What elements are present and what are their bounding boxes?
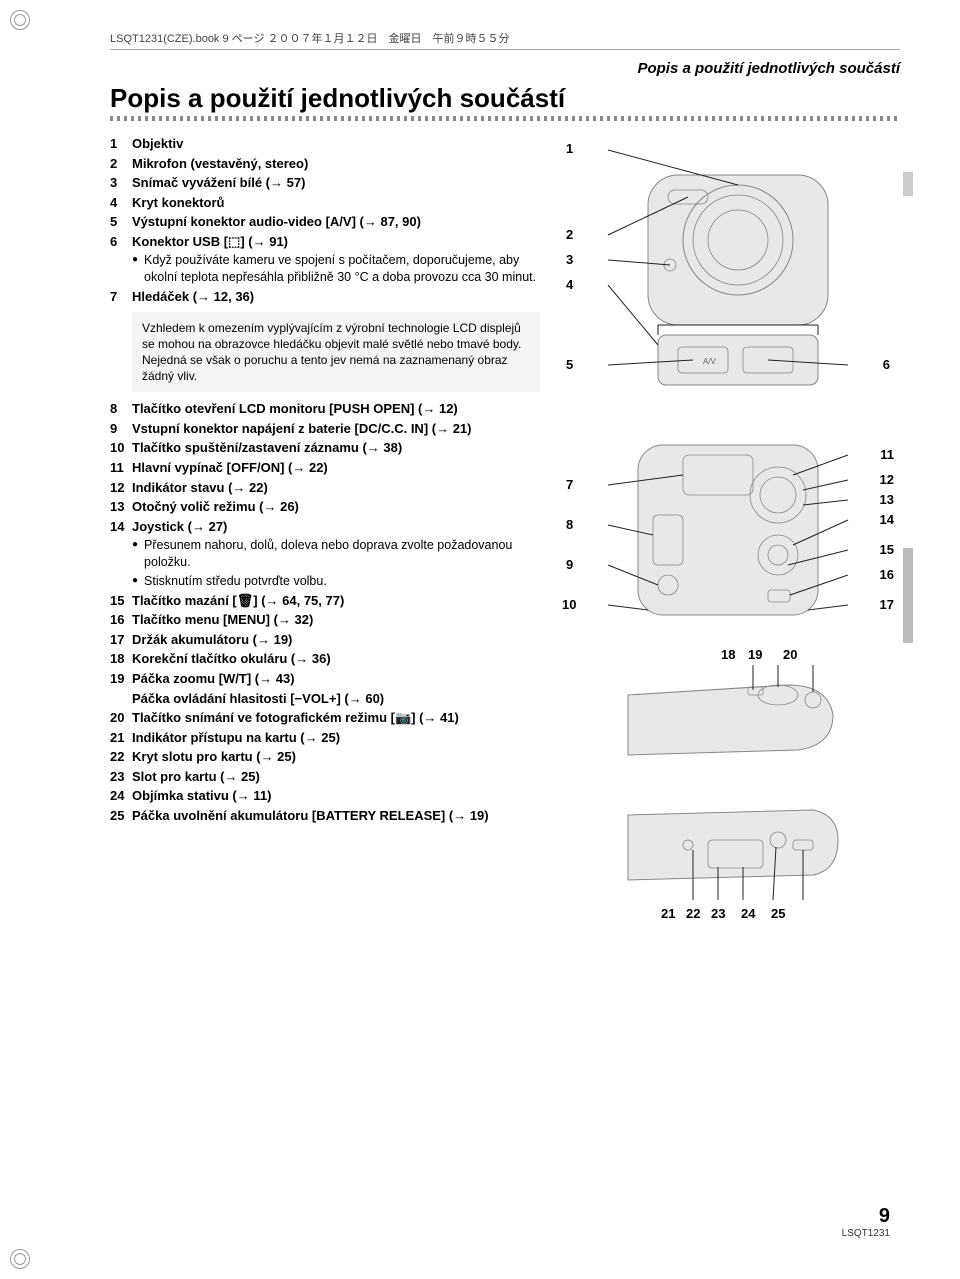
- list-text: Indikátor přístupu na kartu (→ 25): [132, 729, 540, 747]
- page-title: Popis a použití jednotlivých součástí: [110, 83, 900, 114]
- list-num: 20: [110, 709, 132, 727]
- camera-top-diagram: 18 19 20: [556, 645, 900, 775]
- callout: 19: [748, 647, 762, 662]
- list-num: 2: [110, 155, 132, 173]
- port-label: A/V: [703, 357, 717, 366]
- list-text: Indikátor stavu (→ 22): [132, 479, 540, 497]
- list-num: 19: [110, 670, 132, 688]
- list-text: Výstupní konektor audio-video [A/V] (→ 8…: [132, 213, 540, 231]
- list-text: Konektor USB [⬚] (→ 91): [132, 233, 540, 251]
- list-num: 18: [110, 650, 132, 668]
- list-num: 1: [110, 135, 132, 153]
- note-text: Když používáte kameru ve spojení s počít…: [144, 252, 540, 286]
- list-text: Tlačítko snímání ve fotografickém režimu…: [132, 709, 540, 727]
- list-num: 7: [110, 288, 132, 306]
- list-num: 21: [110, 729, 132, 747]
- callout: 15: [880, 542, 894, 557]
- callout: 5: [566, 357, 573, 372]
- callout: 6: [883, 357, 890, 372]
- list-text: Objektiv: [132, 135, 540, 153]
- callout: 2: [566, 227, 573, 242]
- note: ●Stisknutím středu potvrďte volbu.: [132, 573, 540, 590]
- list-num: 13: [110, 498, 132, 516]
- divider: [110, 116, 900, 121]
- list-text: Snímač vyvážení bílé (→ 57): [132, 174, 540, 192]
- callout: 21: [661, 906, 675, 921]
- list-num: 10: [110, 439, 132, 457]
- callout: 22: [686, 906, 700, 921]
- camera-front-diagram: A/V 1 2 3 4 5 6: [556, 135, 900, 415]
- list-text: Slot pro kartu (→ 25): [132, 768, 540, 786]
- list-num: 3: [110, 174, 132, 192]
- callout: 11: [880, 447, 894, 462]
- callout: 4: [566, 277, 573, 292]
- note: ●Přesunem nahoru, dolů, doleva nebo dopr…: [132, 537, 540, 571]
- list-num: 24: [110, 787, 132, 805]
- list-text: Mikrofon (vestavěný, stereo): [132, 155, 540, 173]
- callout: 7: [566, 477, 573, 492]
- callout: 14: [880, 512, 894, 527]
- note-text: Přesunem nahoru, dolů, doleva nebo dopra…: [144, 537, 540, 571]
- list-text: Tlačítko otevření LCD monitoru [PUSH OPE…: [132, 400, 540, 418]
- list-text: Tlačítko mazání [🗑] (→ 64, 75, 77): [132, 592, 540, 610]
- list-text: Páčka ovládání hlasitosti [−VOL+] (→ 60): [132, 690, 540, 708]
- diagrams-column: A/V 1 2 3 4 5 6: [556, 135, 900, 935]
- camera-rear-diagram: 7 8 9 10 11 12 13 14 15 16 17: [556, 425, 900, 635]
- callout: 3: [566, 252, 573, 267]
- list-num: 8: [110, 400, 132, 418]
- list-num: 23: [110, 768, 132, 786]
- callout: 13: [880, 492, 894, 507]
- list-num: 6: [110, 233, 132, 251]
- page-number: 9: [842, 1205, 890, 1228]
- list-text: Páčka uvolnění akumulátoru [BATTERY RELE…: [132, 807, 540, 825]
- list-num: 25: [110, 807, 132, 825]
- callout: 10: [562, 597, 576, 612]
- callout: 20: [783, 647, 797, 662]
- callout: 9: [566, 557, 573, 572]
- camera-bottom-diagram: 21 22 23 24 25: [556, 785, 900, 925]
- list-text: Joystick (→ 27): [132, 518, 540, 536]
- callout: 25: [771, 906, 785, 921]
- note: ●Když používáte kameru ve spojení s počí…: [132, 252, 540, 286]
- list-text: Otočný volič režimu (→ 26): [132, 498, 540, 516]
- list-text: Páčka zoomu [W/T] (→ 43): [132, 670, 540, 688]
- callout: 1: [566, 141, 573, 156]
- list-text: Hledáček (→ 12, 36): [132, 288, 540, 306]
- callout: 16: [880, 567, 894, 582]
- list-text: Vstupní konektor napájení z baterie [DC/…: [132, 420, 540, 438]
- list-text: Hlavní vypínač [OFF/ON] (→ 22): [132, 459, 540, 477]
- info-box: Vzhledem k omezením vyplývajícím z výrob…: [132, 312, 540, 393]
- note-text: Stisknutím středu potvrďte volbu.: [144, 573, 327, 590]
- callout: 17: [880, 597, 894, 612]
- callout: 8: [566, 517, 573, 532]
- document-header: LSQT1231(CZE).book 9 ページ ２００７年１月１２日 金曜日 …: [110, 30, 900, 50]
- list-num: [110, 690, 132, 708]
- crop-mark-icon: [10, 1249, 30, 1269]
- list-num: 9: [110, 420, 132, 438]
- callout: 12: [880, 472, 894, 487]
- callout: 24: [741, 906, 755, 921]
- list-num: 17: [110, 631, 132, 649]
- callout: 23: [711, 906, 725, 921]
- document-code: LSQT1231: [842, 1228, 890, 1239]
- list-num: 16: [110, 611, 132, 629]
- list-num: 4: [110, 194, 132, 212]
- list-num: 22: [110, 748, 132, 766]
- list-num: 15: [110, 592, 132, 610]
- list-text: Kryt konektorů: [132, 194, 540, 212]
- list-num: 5: [110, 213, 132, 231]
- section-header: Popis a použití jednotlivých součástí: [110, 60, 900, 77]
- list-text: Korekční tlačítko okuláru (→ 36): [132, 650, 540, 668]
- callout: 18: [721, 647, 735, 662]
- parts-list: 1Objektiv 2Mikrofon (vestavěný, stereo) …: [110, 135, 540, 935]
- list-text: Tlačítko menu [MENU] (→ 32): [132, 611, 540, 629]
- list-text: Kryt slotu pro kartu (→ 25): [132, 748, 540, 766]
- list-num: 12: [110, 479, 132, 497]
- list-num: 14: [110, 518, 132, 536]
- list-num: 11: [110, 459, 132, 477]
- list-text: Objímka stativu (→ 11): [132, 787, 540, 805]
- list-text: Držák akumulátoru (→ 19): [132, 631, 540, 649]
- list-text: Tlačítko spuštění/zastavení záznamu (→ 3…: [132, 439, 540, 457]
- page-footer: 9 LSQT1231: [842, 1205, 890, 1239]
